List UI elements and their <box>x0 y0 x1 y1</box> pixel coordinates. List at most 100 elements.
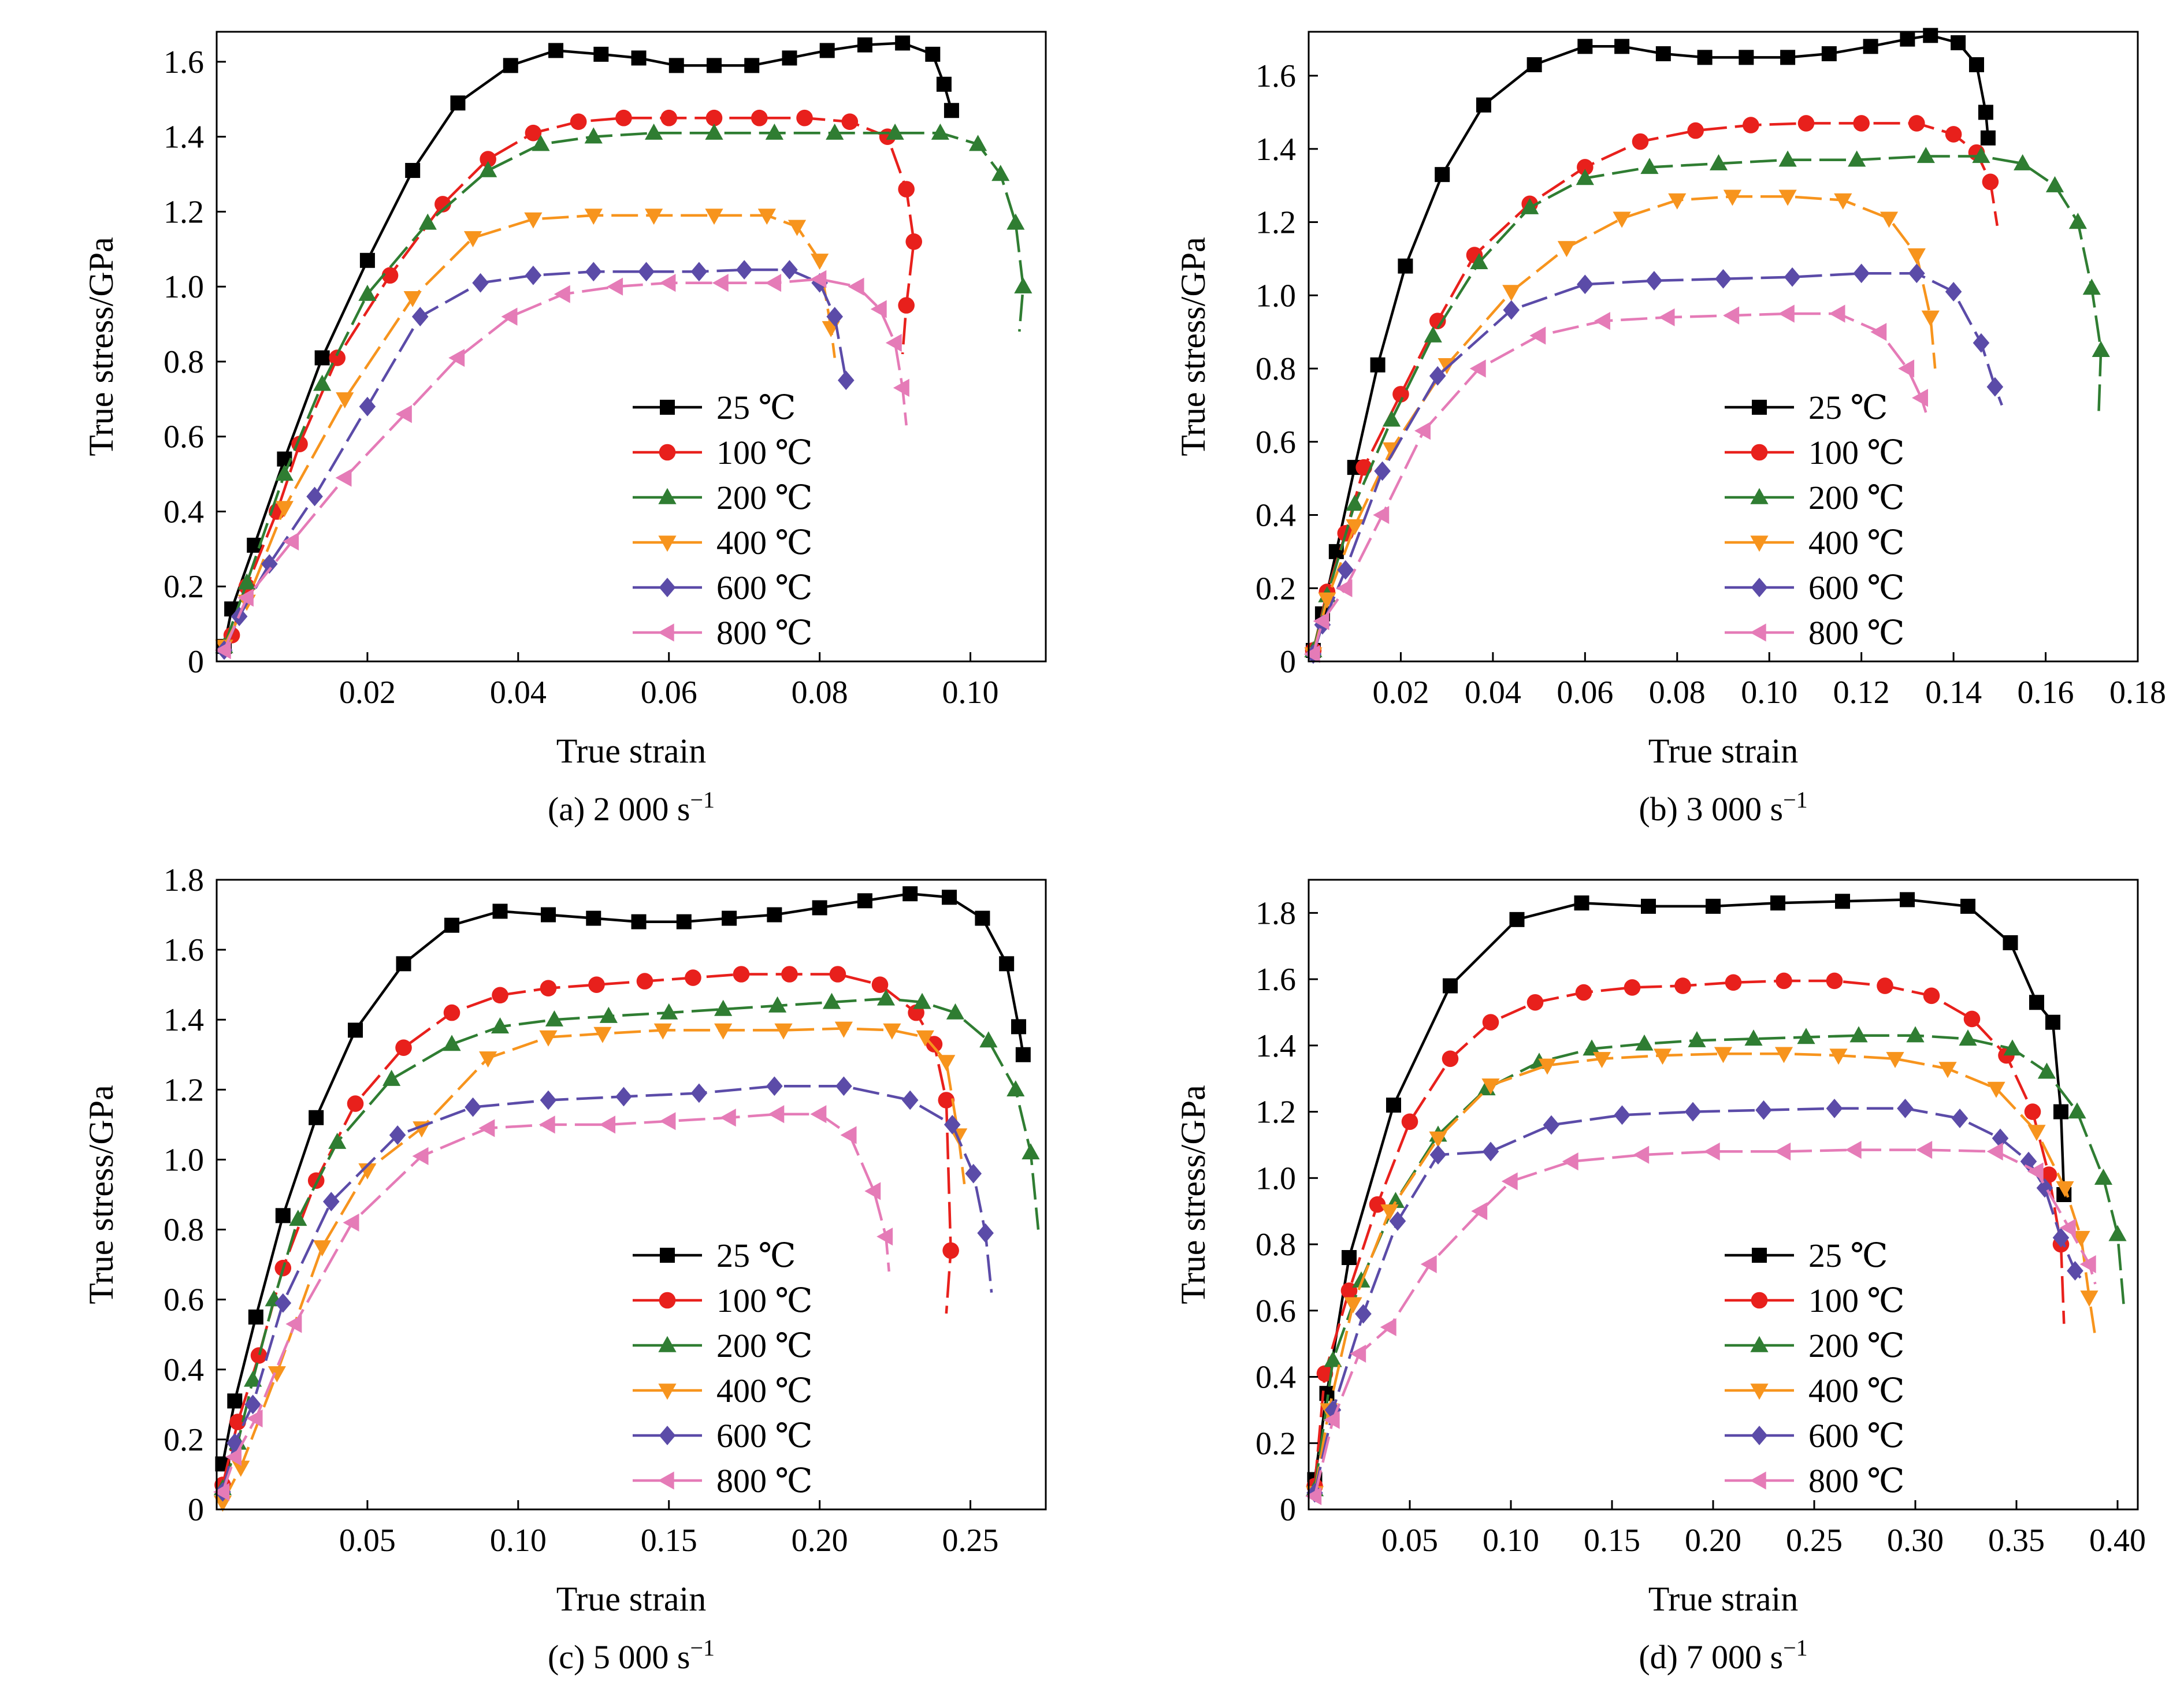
series-line <box>1313 979 2066 1487</box>
data-point <box>707 58 722 73</box>
data-point <box>336 392 354 409</box>
data-point <box>599 1006 618 1023</box>
data-point <box>539 1030 558 1047</box>
data-point <box>1624 979 1641 996</box>
data-point <box>1982 173 1999 191</box>
data-point <box>1916 1140 1933 1159</box>
data-point <box>275 501 294 518</box>
data-point <box>705 109 723 127</box>
data-point <box>1821 46 1837 62</box>
legend-marker <box>1751 444 1768 461</box>
x-tick-label: 0.20 <box>1685 1523 1741 1559</box>
data-point <box>1355 1304 1372 1324</box>
y-tick-label: 1.8 <box>1256 895 1296 931</box>
series-line <box>222 42 953 647</box>
y-tick-label: 0.4 <box>1256 498 1296 534</box>
data-point <box>1386 1192 1405 1208</box>
data-point <box>1723 189 1742 206</box>
x-tick-label: 0.12 <box>1833 675 1890 711</box>
data-point <box>1442 1050 1459 1068</box>
data-point <box>1429 313 1446 329</box>
data-point <box>615 1087 632 1107</box>
legend-marker <box>1752 1248 1767 1263</box>
series-2 <box>1304 147 2110 657</box>
data-point <box>1414 422 1431 440</box>
caption-superscript: −1 <box>690 787 715 813</box>
legend: 25 ℃ 100 ℃ 200 ℃ 400 ℃ 600 ℃ 800 ℃ <box>1725 1237 1904 1500</box>
legend: 25 ℃ 100 ℃ 200 ℃ 400 ℃ 600 ℃ 800 ℃ <box>633 1237 812 1500</box>
y-tick-label: 0 <box>1280 1492 1296 1528</box>
panel-caption: (b) 3 000 s−1 <box>1639 787 1807 828</box>
data-point <box>244 1370 262 1387</box>
legend-marker <box>1750 1471 1766 1490</box>
data-point <box>2003 935 2018 950</box>
data-point <box>1877 977 1893 994</box>
panel-caption: (d) 7 000 s−1 <box>1639 1635 1807 1676</box>
data-point <box>885 333 902 352</box>
data-point <box>765 123 783 140</box>
data-point <box>690 1083 708 1103</box>
data-point <box>871 976 889 993</box>
x-tick-label: 0.15 <box>641 1523 697 1559</box>
data-point <box>942 1242 959 1259</box>
y-tick-label: 0 <box>188 644 204 680</box>
data-point <box>545 1010 564 1026</box>
data-point <box>412 1147 429 1165</box>
y-tick-label: 1.2 <box>164 1072 204 1108</box>
data-point <box>261 554 278 574</box>
legend-marker <box>660 400 675 415</box>
x-tick-label: 0.14 <box>1925 675 1982 711</box>
plot-frame <box>1308 879 2139 1511</box>
data-point <box>812 900 827 916</box>
data-point <box>1369 1196 1386 1213</box>
data-point <box>705 209 723 225</box>
data-point <box>2053 1104 2068 1119</box>
data-point <box>1778 189 1797 206</box>
data-point <box>822 992 841 1009</box>
data-point <box>685 969 701 986</box>
y-tick-label: 1.2 <box>164 194 204 230</box>
data-point <box>329 349 346 366</box>
data-point <box>1577 159 1594 176</box>
legend-label: 600 ℃ <box>1808 1417 1904 1455</box>
panel-caption: (c) 5 000 s−1 <box>548 1635 715 1676</box>
y-tick-label: 0.8 <box>164 344 204 380</box>
data-point <box>443 1035 461 1051</box>
y-tick-label: 1.4 <box>1256 132 1296 168</box>
data-point <box>1011 1019 1027 1035</box>
data-point <box>834 1021 853 1038</box>
series-line <box>1313 1107 2086 1493</box>
x-tick-label: 0.06 <box>641 675 697 711</box>
data-point <box>480 151 496 168</box>
legend-marker <box>659 444 676 461</box>
legend-marker <box>658 623 674 642</box>
data-point <box>1987 1081 2005 1098</box>
legend-marker <box>1752 400 1767 415</box>
x-axis-title: True strain <box>1648 732 1798 770</box>
data-point <box>411 307 429 326</box>
plot-frame <box>216 31 1047 663</box>
legend-label: 400 ℃ <box>716 1372 812 1409</box>
data-point <box>1429 1145 1447 1165</box>
data-point <box>213 1496 232 1512</box>
data-point <box>1778 150 1797 167</box>
legend-marker <box>1751 578 1768 597</box>
data-point <box>895 35 911 51</box>
y-tick-label: 1.0 <box>164 269 204 305</box>
y-tick-label: 0.4 <box>164 1352 204 1388</box>
data-point <box>275 1208 291 1223</box>
legend-marker <box>1751 1292 1768 1309</box>
data-point <box>937 1055 956 1072</box>
data-point <box>1373 505 1390 525</box>
y-tick-label: 1.2 <box>1256 1095 1296 1130</box>
data-point <box>1703 1142 1720 1161</box>
series-line <box>1313 1052 2097 1493</box>
data-point <box>2003 1039 2022 1056</box>
data-point <box>229 1414 246 1430</box>
data-point <box>768 996 787 1013</box>
y-tick-label: 1.6 <box>1256 962 1296 998</box>
y-tick-label: 0.8 <box>1256 351 1296 387</box>
data-point <box>593 46 609 62</box>
data-point <box>979 1031 998 1048</box>
data-point <box>1509 912 1525 927</box>
